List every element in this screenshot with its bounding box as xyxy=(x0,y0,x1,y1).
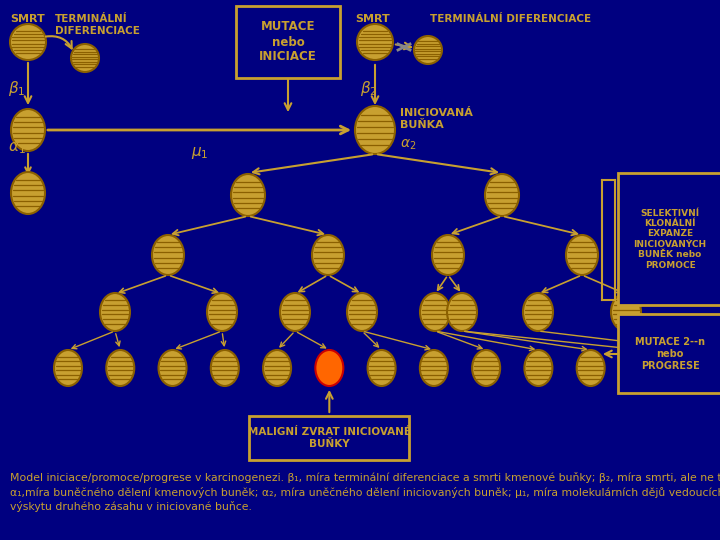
FancyBboxPatch shape xyxy=(249,416,410,460)
Ellipse shape xyxy=(420,350,448,386)
Ellipse shape xyxy=(629,350,657,386)
Ellipse shape xyxy=(447,293,477,331)
Ellipse shape xyxy=(152,235,184,275)
Ellipse shape xyxy=(211,350,239,386)
Ellipse shape xyxy=(54,350,82,386)
Ellipse shape xyxy=(566,235,598,275)
FancyBboxPatch shape xyxy=(618,314,720,393)
Ellipse shape xyxy=(414,36,442,64)
Ellipse shape xyxy=(312,235,344,275)
Ellipse shape xyxy=(432,235,464,275)
Ellipse shape xyxy=(71,44,99,72)
Ellipse shape xyxy=(681,350,709,386)
Ellipse shape xyxy=(485,174,519,216)
Text: $\beta_1$: $\beta_1$ xyxy=(8,78,25,98)
Ellipse shape xyxy=(107,350,134,386)
Text: $\mu_1$: $\mu_1$ xyxy=(192,145,209,161)
Ellipse shape xyxy=(472,350,500,386)
Ellipse shape xyxy=(357,24,393,60)
Ellipse shape xyxy=(347,293,377,331)
Text: MUTACE 2--n
nebo
PROGRESE: MUTACE 2--n nebo PROGRESE xyxy=(635,338,705,370)
Text: $\beta_2$: $\beta_2$ xyxy=(360,78,377,98)
Ellipse shape xyxy=(231,174,265,216)
Ellipse shape xyxy=(280,293,310,331)
Ellipse shape xyxy=(524,350,552,386)
Ellipse shape xyxy=(158,350,186,386)
Ellipse shape xyxy=(523,293,553,331)
Text: INICIOVANÁ
BUŇKA: INICIOVANÁ BUŇKA xyxy=(400,108,473,130)
Ellipse shape xyxy=(611,293,641,331)
Ellipse shape xyxy=(11,172,45,214)
Text: SMRT: SMRT xyxy=(10,14,45,24)
Ellipse shape xyxy=(100,293,130,331)
Text: $\alpha_1$: $\alpha_1$ xyxy=(8,140,26,156)
Ellipse shape xyxy=(368,350,395,386)
Text: SELEKTIVNÍ
KLONÁLNÍ
EXPANZE
INICIOVANÝCH
BUNĚK nebo
PROMOCE: SELEKTIVNÍ KLONÁLNÍ EXPANZE INICIOVANÝCH… xyxy=(634,208,706,269)
Text: $\alpha_2$: $\alpha_2$ xyxy=(400,138,416,152)
Ellipse shape xyxy=(263,350,291,386)
Text: Model iniciace/promoce/progrese v karcinogenezi. β₁, míra terminální diferenciac: Model iniciace/promoce/progrese v karcin… xyxy=(10,472,720,512)
Text: SMRT: SMRT xyxy=(355,14,390,24)
FancyBboxPatch shape xyxy=(236,6,340,78)
Text: MALIGNÍ ZVRAT INICIOVANÉ
BUŇKY: MALIGNÍ ZVRAT INICIOVANÉ BUŇKY xyxy=(248,427,411,449)
Ellipse shape xyxy=(10,24,46,60)
Ellipse shape xyxy=(577,350,605,386)
Ellipse shape xyxy=(420,293,450,331)
Ellipse shape xyxy=(207,293,237,331)
FancyBboxPatch shape xyxy=(618,173,720,305)
Ellipse shape xyxy=(11,109,45,151)
Ellipse shape xyxy=(355,106,395,154)
Text: TERMINÁLNÍ DIFERENCIACE: TERMINÁLNÍ DIFERENCIACE xyxy=(430,14,591,24)
Text: MUTACE
nebo
INICIACE: MUTACE nebo INICIACE xyxy=(259,21,317,64)
Ellipse shape xyxy=(315,350,343,386)
Text: TERMINÁLNÍ
DIFERENCIACE: TERMINÁLNÍ DIFERENCIACE xyxy=(55,14,140,36)
